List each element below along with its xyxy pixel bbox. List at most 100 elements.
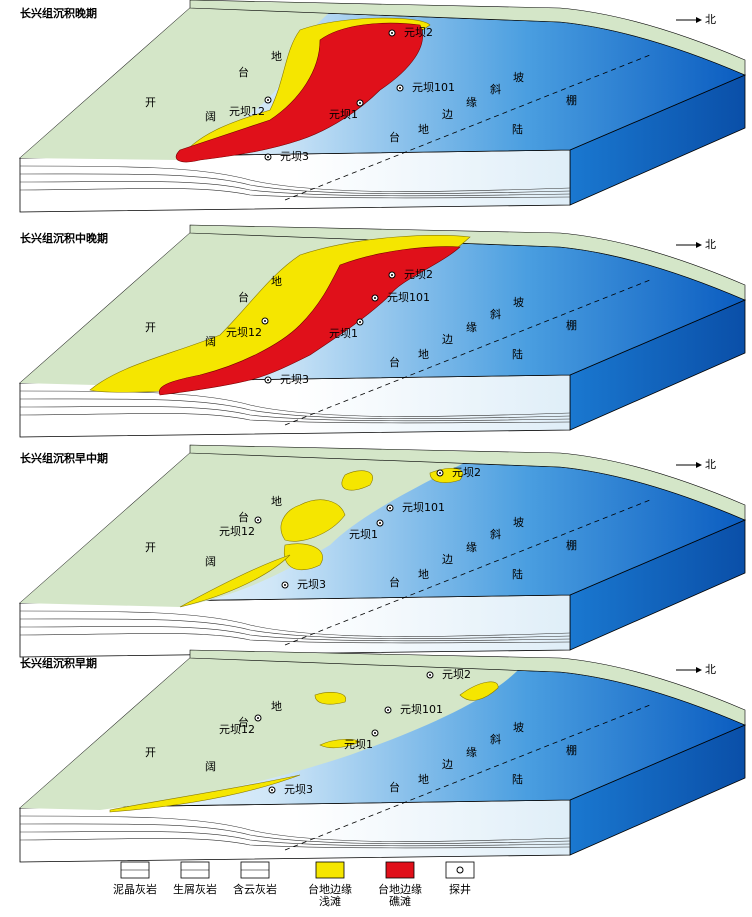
platform-label: 阔 <box>205 555 216 568</box>
platform-label: 开 <box>145 541 156 554</box>
strata-line <box>19 173 571 194</box>
platform-label: 台 <box>238 510 249 524</box>
slope-label: 陆 <box>512 772 523 786</box>
strata-line <box>19 618 571 639</box>
platform-label: 阔 <box>205 110 216 123</box>
well-label: 元坝101 <box>400 702 443 716</box>
slope-label: 陆 <box>512 347 523 361</box>
well-dot <box>429 674 431 676</box>
well-label: 元坝101 <box>387 290 430 304</box>
shoal <box>319 739 361 749</box>
legend-label: 浅滩 <box>319 894 341 908</box>
platform-area <box>20 8 330 160</box>
well-dot <box>379 522 381 524</box>
well-dot <box>391 32 393 34</box>
slope-label: 棚 <box>566 538 577 552</box>
shoal <box>459 681 499 701</box>
strata-line <box>19 610 571 637</box>
north-arrowhead <box>696 667 702 673</box>
back-strip <box>189 444 746 521</box>
platform-label: 地 <box>271 495 282 508</box>
strata-line <box>19 815 571 842</box>
platform-area <box>20 658 520 810</box>
strata-line <box>19 626 571 642</box>
slope-label: 斜 <box>490 733 501 746</box>
well-dot <box>389 507 391 509</box>
strata-line <box>19 823 571 844</box>
panel-title: 长兴组沉积中晚期 <box>20 231 108 245</box>
shoal <box>283 543 323 571</box>
legend-label: 礁滩 <box>389 894 411 908</box>
slope-label: 台 <box>389 780 400 794</box>
slope-label: 缘 <box>466 541 477 554</box>
legend-label: 探井 <box>449 882 471 896</box>
well-dot <box>257 519 259 521</box>
well-dot <box>387 709 389 711</box>
well-dot <box>271 789 273 791</box>
well-label: 元坝12 <box>219 524 255 538</box>
well-label: 元坝3 <box>284 782 313 796</box>
slope-label: 台 <box>389 575 400 589</box>
slope-label: 棚 <box>566 743 577 757</box>
panel-title: 长兴组沉积早中期 <box>20 451 108 465</box>
slope-label: 坡 <box>513 516 524 529</box>
legend-label: 台地边缘 <box>378 882 422 896</box>
slope-label: 棚 <box>566 318 577 332</box>
back-strip <box>189 649 746 726</box>
slope-label: 边 <box>442 333 453 346</box>
slope-label: 棚 <box>566 93 577 107</box>
shoal <box>341 470 373 491</box>
platform-label: 开 <box>145 96 156 109</box>
platform-label: 地 <box>271 275 282 288</box>
well-label: 元坝1 <box>329 326 358 340</box>
well-label: 元坝12 <box>229 104 265 118</box>
well-label: 元坝2 <box>404 25 433 39</box>
slope-label: 坡 <box>513 721 524 734</box>
well-label: 元坝2 <box>452 465 481 479</box>
well-label: 元坝3 <box>280 149 309 163</box>
panel-title: 长兴组沉积晚期 <box>20 6 97 20</box>
well-dot <box>284 584 286 586</box>
platform-label: 阔 <box>205 760 216 773</box>
slope-label: 边 <box>442 108 453 121</box>
legend-label: 台地边缘 <box>308 882 352 896</box>
well-dot <box>267 99 269 101</box>
well-label: 元坝3 <box>297 577 326 591</box>
dash-line <box>284 499 651 646</box>
legend-swatch <box>385 861 415 879</box>
strata-line <box>19 831 571 847</box>
platform-label: 台 <box>238 290 249 304</box>
strata-line <box>19 188 571 199</box>
dash-line <box>284 279 651 426</box>
slope-label: 坡 <box>513 71 524 84</box>
legend-label: 泥晶灰岩 <box>113 882 157 896</box>
north-arrowhead <box>696 242 702 248</box>
platform-label: 开 <box>145 746 156 759</box>
well-label: 元坝101 <box>412 80 455 94</box>
platform-label: 台 <box>238 65 249 79</box>
well-dot <box>267 156 269 158</box>
slope-label: 地 <box>418 568 429 581</box>
well-dot <box>264 320 266 322</box>
platform-label: 开 <box>145 321 156 334</box>
slope-label: 坡 <box>513 296 524 309</box>
shoal <box>109 774 301 813</box>
dash-line <box>284 704 651 851</box>
well-label: 元坝3 <box>280 372 309 386</box>
well-label: 元坝2 <box>442 667 471 681</box>
slope-label: 斜 <box>490 308 501 321</box>
slope-label: 陆 <box>512 122 523 136</box>
well-label: 元坝2 <box>404 267 433 281</box>
well-dot <box>257 717 259 719</box>
well-label: 元坝1 <box>329 107 358 121</box>
slope-label: 缘 <box>466 96 477 109</box>
slope-label: 陆 <box>512 567 523 581</box>
strata-line <box>19 181 571 197</box>
legend-label: 生屑灰岩 <box>173 882 217 896</box>
platform-label: 地 <box>271 50 282 63</box>
